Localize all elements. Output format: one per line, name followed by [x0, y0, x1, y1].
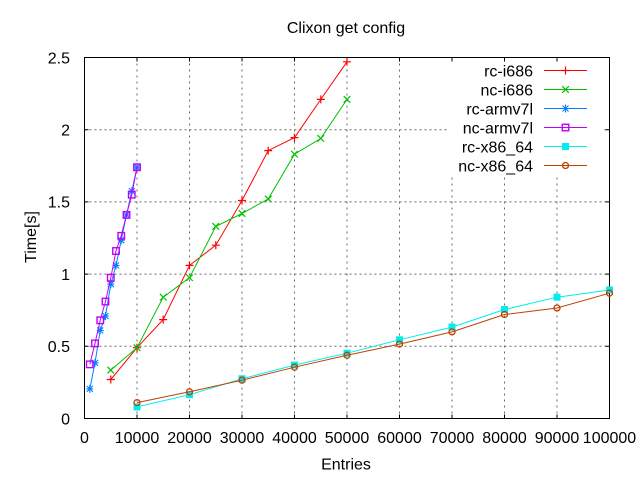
svg-text:90000: 90000 [535, 430, 580, 447]
svg-text:1: 1 [61, 267, 70, 284]
svg-text:rc-armv7l: rc-armv7l [466, 101, 533, 118]
svg-text:rc-i686: rc-i686 [484, 63, 533, 80]
svg-text:10000: 10000 [115, 430, 160, 447]
svg-text:40000: 40000 [272, 430, 317, 447]
svg-text:nc-x86_64: nc-x86_64 [458, 158, 533, 175]
svg-text:2: 2 [61, 123, 70, 140]
svg-text:2.5: 2.5 [48, 50, 70, 67]
svg-text:100000: 100000 [583, 430, 636, 447]
svg-text:0: 0 [80, 430, 89, 447]
svg-text:Entries: Entries [321, 457, 371, 474]
svg-text:70000: 70000 [430, 430, 475, 447]
svg-text:Clixon get config: Clixon get config [287, 20, 405, 37]
svg-text:20000: 20000 [167, 430, 212, 447]
svg-text:Time[s]: Time[s] [23, 211, 40, 263]
svg-text:0.5: 0.5 [48, 339, 70, 356]
svg-text:0: 0 [61, 411, 70, 428]
svg-text:nc-i686: nc-i686 [481, 82, 534, 99]
svg-text:30000: 30000 [220, 430, 265, 447]
svg-text:nc-armv7l: nc-armv7l [463, 120, 533, 137]
svg-text:1.5: 1.5 [48, 195, 70, 212]
svg-text:rc-x86_64: rc-x86_64 [462, 139, 533, 156]
svg-text:60000: 60000 [377, 430, 422, 447]
svg-text:80000: 80000 [482, 430, 527, 447]
svg-text:50000: 50000 [325, 430, 370, 447]
